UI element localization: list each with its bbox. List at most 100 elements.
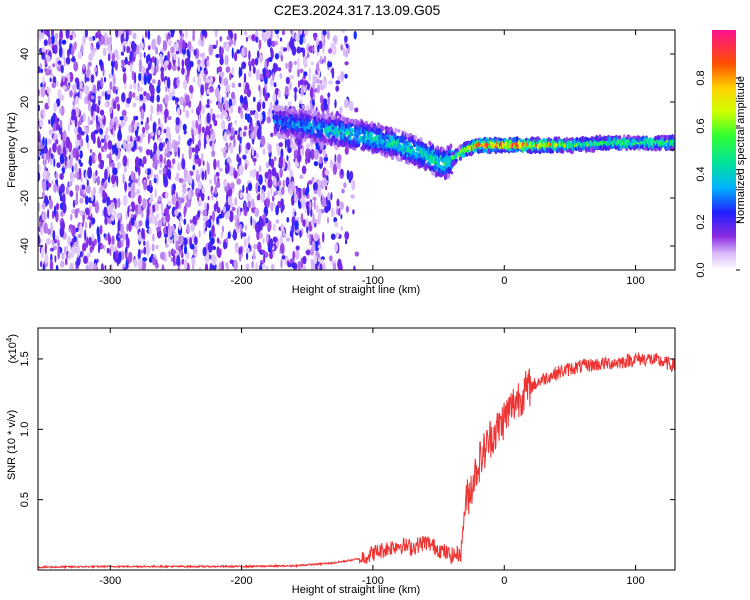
heatmap-cell bbox=[344, 61, 349, 66]
heatmap-cells bbox=[38, 30, 675, 270]
heatmap-cell bbox=[165, 60, 169, 66]
heatmap-cell bbox=[327, 61, 333, 68]
heatmap-cell bbox=[50, 247, 54, 252]
heatmap-cell bbox=[224, 130, 228, 142]
heatmap-cell bbox=[259, 54, 264, 62]
heatmap-cell bbox=[197, 75, 202, 88]
heatmap-cell bbox=[151, 243, 155, 252]
heatmap-cell bbox=[301, 104, 305, 109]
heatmap-cell bbox=[271, 167, 277, 177]
heatmap-cell bbox=[499, 138, 503, 142]
heatmap-cell bbox=[291, 30, 295, 39]
heatmap-cell bbox=[166, 78, 171, 89]
heatmap-cell bbox=[273, 82, 277, 88]
heatmap-cell bbox=[252, 218, 256, 230]
heatmap-cell bbox=[181, 39, 186, 50]
heatmap-cell bbox=[49, 260, 54, 270]
heatmap-cell bbox=[292, 142, 297, 151]
heatmap-cell bbox=[218, 53, 222, 59]
heatmap-cell bbox=[324, 169, 330, 176]
heatmap-cell bbox=[143, 94, 147, 103]
heatmap-cell bbox=[338, 207, 341, 217]
heatmap-cell bbox=[182, 123, 187, 131]
heatmap-cell bbox=[96, 105, 100, 114]
heatmap-cell bbox=[165, 152, 171, 158]
heatmap-cell bbox=[38, 235, 41, 246]
heatmap-cell bbox=[91, 240, 95, 251]
heatmap-cell bbox=[93, 262, 97, 270]
heatmap-cell bbox=[124, 181, 127, 192]
heatmap-cell bbox=[221, 225, 225, 233]
heatmap-cell bbox=[140, 133, 146, 139]
heatmap-cell bbox=[77, 233, 82, 239]
heatmap-cell bbox=[188, 138, 193, 143]
heatmap-cell bbox=[262, 238, 265, 244]
heatmap-cell bbox=[192, 215, 197, 225]
heatmap-cell bbox=[83, 125, 86, 132]
heatmap-cell bbox=[294, 91, 297, 102]
heatmap-cell bbox=[129, 62, 133, 73]
heatmap-cell bbox=[38, 30, 42, 39]
heatmap-cell bbox=[270, 201, 274, 213]
heatmap-cell bbox=[108, 152, 112, 162]
heatmap-cell bbox=[156, 226, 161, 232]
heatmap-cell bbox=[93, 67, 98, 72]
heatmap-cell bbox=[319, 263, 323, 270]
heatmap-cell bbox=[100, 138, 105, 143]
snr-y-multiplier: (x104) bbox=[5, 334, 19, 364]
heatmap-x-tick-label: -300 bbox=[99, 275, 121, 287]
heatmap-cell bbox=[146, 245, 151, 255]
heatmap-cell bbox=[47, 208, 50, 219]
heatmap-cell bbox=[38, 66, 41, 74]
heatmap-cell bbox=[195, 245, 198, 250]
heatmap-cell bbox=[152, 121, 157, 134]
heatmap-cell bbox=[266, 58, 269, 67]
heatmap-cell bbox=[152, 233, 155, 243]
heatmap-cell bbox=[43, 222, 48, 234]
heatmap-cell bbox=[419, 137, 423, 142]
heatmap-cell bbox=[87, 166, 93, 179]
heatmap-cell bbox=[152, 161, 156, 169]
heatmap-cell bbox=[162, 97, 166, 104]
heatmap-cell bbox=[232, 97, 236, 107]
heatmap-cell bbox=[145, 55, 149, 64]
heatmap-cell bbox=[168, 250, 171, 258]
heatmap-cell bbox=[340, 214, 343, 220]
heatmap-cell bbox=[44, 67, 47, 72]
heatmap-cell bbox=[137, 174, 141, 187]
snr-plot: -300 -200 -100 0 100 0.5 1.0 1.5 Height of str… bbox=[5, 327, 676, 596]
heatmap-cell bbox=[92, 172, 96, 184]
heatmap-cell bbox=[211, 254, 217, 266]
heatmap-cell bbox=[237, 106, 241, 114]
heatmap-cell bbox=[90, 74, 95, 84]
snr-x-tick-label: -100 bbox=[362, 575, 384, 587]
heatmap-cell bbox=[249, 63, 252, 72]
heatmap-cell bbox=[207, 251, 210, 264]
heatmap-cell bbox=[257, 184, 261, 193]
heatmap-cell bbox=[134, 95, 139, 101]
heatmap-cell bbox=[134, 72, 137, 84]
heatmap-cell bbox=[310, 148, 315, 160]
heatmap-cell bbox=[251, 34, 256, 42]
heatmap-cell bbox=[236, 178, 242, 185]
heatmap-cell bbox=[120, 119, 124, 129]
heatmap-cell bbox=[205, 104, 211, 108]
heatmap-cell bbox=[294, 249, 300, 260]
heatmap-cell bbox=[296, 153, 302, 163]
heatmap-cell bbox=[254, 209, 259, 218]
heatmap-cell bbox=[191, 109, 194, 114]
heatmap-cell bbox=[177, 146, 180, 158]
heatmap-cell bbox=[286, 138, 291, 149]
snr-x-ticks: -300 -200 -100 0 100 bbox=[99, 328, 645, 587]
heatmap-cell bbox=[272, 250, 275, 256]
heatmap-cell bbox=[56, 162, 61, 169]
heatmap-cell bbox=[91, 152, 97, 164]
heatmap-cell bbox=[394, 127, 398, 134]
heatmap-cell bbox=[254, 111, 259, 120]
heatmap-cell bbox=[177, 57, 180, 68]
heatmap-cell bbox=[265, 30, 271, 40]
heatmap-cell bbox=[103, 76, 107, 83]
heatmap-cell bbox=[391, 155, 395, 160]
heatmap-cell bbox=[201, 58, 204, 69]
